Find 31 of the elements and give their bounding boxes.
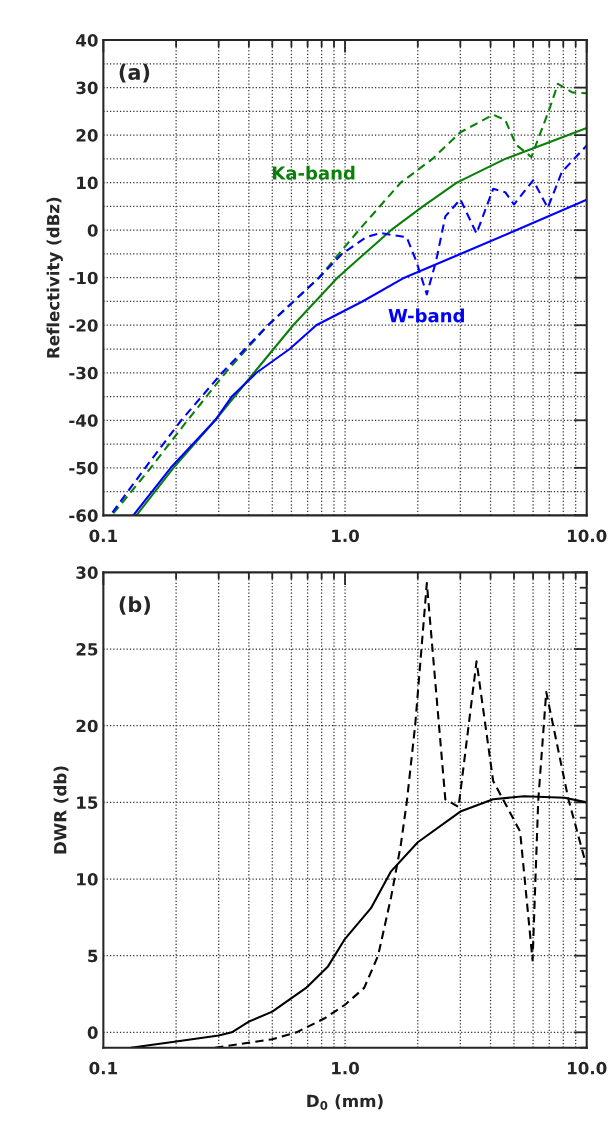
x-tick-label: 1.0 <box>332 1061 360 1075</box>
y-tick-label: -40 <box>69 414 98 427</box>
annotation: (b) <box>119 596 151 615</box>
x-tick-label: 10.0 <box>568 529 607 543</box>
y-tick-label: 30 <box>76 81 98 95</box>
y-tick-label: -10 <box>69 271 98 285</box>
y-tick-label: 20 <box>76 719 98 733</box>
y-tick-label: 10 <box>77 872 98 886</box>
x-tick-label: 0.1 <box>89 529 117 543</box>
y-tick-label: 5 <box>88 949 98 963</box>
x-axis-title: D$_{0}$ (mm) <box>307 1094 383 1110</box>
annotation: (a) <box>119 63 150 83</box>
y-tick-label: 10 <box>77 176 98 190</box>
y-tick-label: 0 <box>87 224 98 237</box>
y-tick-label: -50 <box>69 461 98 475</box>
y-tick-label: 40 <box>76 34 98 47</box>
y-axis-title: Reflectivity (dBz) <box>46 197 63 358</box>
y-tick-label: -60 <box>69 509 98 522</box>
y-tick-label: 15 <box>77 796 98 809</box>
y-tick-label: 25 <box>76 643 98 656</box>
x-tick-label: 0.1 <box>89 1061 117 1075</box>
series-label: W-band <box>388 308 464 323</box>
y-tick-label: -30 <box>69 366 98 380</box>
y-tick-label: 20 <box>76 129 98 142</box>
y-tick-label: 30 <box>76 566 98 579</box>
y-tick-label: 0 <box>87 1026 98 1039</box>
x-tick-label: 1.0 <box>332 529 360 543</box>
text: Ka-band <box>273 165 355 180</box>
x-tick-label: 10.0 <box>568 1061 607 1075</box>
y-tick-label: -20 <box>69 319 98 332</box>
y-axis-title: DWR (db) <box>53 766 69 854</box>
